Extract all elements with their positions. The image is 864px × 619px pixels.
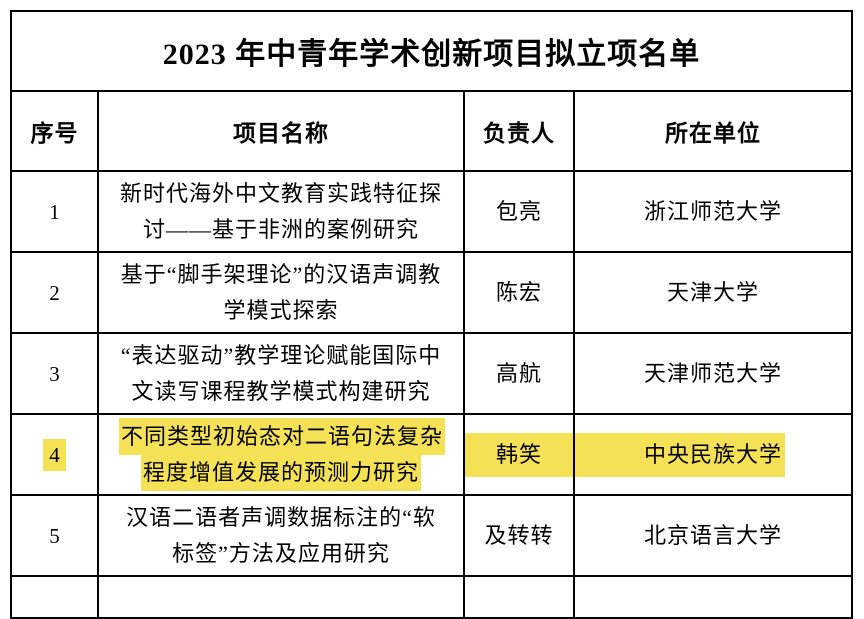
cell-unit: 北京语言大学 xyxy=(573,494,853,577)
table-row: 3 “表达驱动”教学理论赋能国际中文读写课程教学模式构建研究 高航 天津师范大学 xyxy=(10,332,853,415)
cell-unit: 中央民族大学 xyxy=(573,413,853,496)
cell-no: 1 xyxy=(10,170,99,253)
cell-leader: 及转转 xyxy=(463,494,575,577)
cell-leader: 陈宏 xyxy=(463,251,575,334)
cell-unit: 天津大学 xyxy=(573,251,853,334)
highlight-mark: 4 xyxy=(43,438,66,471)
cell-project: 基于“脚手架理论”的汉语声调教学模式探索 xyxy=(97,251,465,334)
cell-unit: 天津师范大学 xyxy=(573,332,853,415)
table-header-row: 序号 项目名称 负责人 所在单位 xyxy=(10,90,853,172)
cell-project xyxy=(97,575,465,619)
cell-leader: 高航 xyxy=(463,332,575,415)
table-row: 2 基于“脚手架理论”的汉语声调教学模式探索 陈宏 天津大学 xyxy=(10,251,853,334)
cell-leader: 韩笑 xyxy=(463,413,575,496)
cell-project: 新时代海外中文教育实践特征探讨——基于非洲的案例研究 xyxy=(97,170,465,253)
column-header-project: 项目名称 xyxy=(97,90,465,172)
cell-leader xyxy=(463,575,575,619)
table-title-row: 2023 年中青年学术创新项目拟立项名单 xyxy=(10,10,853,92)
cell-project: 汉语二语者声调数据标注的“软标签”方法及应用研究 xyxy=(97,494,465,577)
cell-no: 3 xyxy=(10,332,99,415)
column-header-unit: 所在单位 xyxy=(573,90,853,172)
cell-unit xyxy=(573,575,853,619)
cell-project: 不同类型初始态对二语句法复杂程度增值发展的预测力研究 xyxy=(97,413,465,496)
cell-unit: 浙江师范大学 xyxy=(573,170,853,253)
table-row: 5 汉语二语者声调数据标注的“软标签”方法及应用研究 及转转 北京语言大学 xyxy=(10,494,853,577)
cell-no: 4 xyxy=(10,413,99,496)
project-award-table: 2023 年中青年学术创新项目拟立项名单 序号 项目名称 负责人 所在单位 1 … xyxy=(10,10,853,619)
highlight-band xyxy=(576,432,785,477)
highlight-mark: 不同类型初始态对二语句法复杂程度增值发展的预测力研究 xyxy=(119,417,446,491)
table-row: 1 新时代海外中文教育实践特征探讨——基于非洲的案例研究 包亮 浙江师范大学 xyxy=(10,170,853,253)
document-table-container: 2023 年中青年学术创新项目拟立项名单 序号 项目名称 负责人 所在单位 1 … xyxy=(10,10,853,619)
cell-project: “表达驱动”教学理论赋能国际中文读写课程教学模式构建研究 xyxy=(97,332,465,415)
table-title: 2023 年中青年学术创新项目拟立项名单 xyxy=(10,10,853,92)
column-header-no: 序号 xyxy=(10,90,99,172)
table-row-highlighted: 4 不同类型初始态对二语句法复杂程度增值发展的预测力研究 韩笑 中央民族大学 xyxy=(10,413,853,496)
highlight-band xyxy=(466,432,572,477)
cell-no xyxy=(10,575,99,619)
column-header-leader: 负责人 xyxy=(463,90,575,172)
table-row-partial xyxy=(10,575,853,619)
cell-no: 5 xyxy=(10,494,99,577)
cell-no: 2 xyxy=(10,251,99,334)
cell-leader: 包亮 xyxy=(463,170,575,253)
